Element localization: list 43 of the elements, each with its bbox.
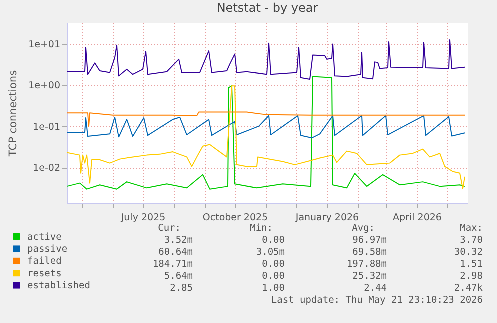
text: 1.00 [262, 283, 285, 294]
text: 3.05m [256, 247, 285, 258]
text: 96.97m [352, 235, 387, 246]
line-series [66, 115, 466, 139]
x-tick-label: July 2025 [120, 212, 166, 224]
y-tick-label: 1e+00 [28, 80, 60, 92]
legend-label: active [28, 232, 62, 243]
x-tick-label: January 2026 [294, 212, 360, 224]
text: 3.52m [164, 235, 193, 246]
y-axis-title: TCP connections [8, 70, 20, 158]
text: 60.64m [158, 247, 193, 258]
text: Last update: Thu May 21 23:10:23 2026 [271, 295, 483, 306]
x-tick-label: April 2026 [393, 212, 442, 224]
y-tick-label: 1e-01 [33, 122, 60, 133]
text: Max: [460, 223, 483, 234]
text: 197.88m [346, 259, 387, 270]
y-tick-label: 1e+01 [28, 39, 60, 50]
text: Avg: [352, 223, 375, 234]
text: 0.00 [262, 259, 285, 270]
text: 0.00 [262, 235, 285, 246]
text: 2.47k [454, 283, 483, 294]
text: 5.64m [164, 271, 193, 282]
chart-title: Netstat - by year [216, 1, 318, 15]
text: 3.70 [460, 235, 483, 246]
text: Min: [250, 223, 273, 234]
line-series [66, 40, 466, 80]
legend-label: failed [28, 256, 62, 268]
text: Cur: [158, 223, 181, 234]
legend-label: established [28, 280, 90, 292]
x-tick-label: October 2025 [202, 212, 268, 224]
text: 25.32m [352, 271, 387, 282]
legend-label: resets [28, 268, 62, 280]
text: 2.85 [170, 283, 193, 294]
legend-label: passive [28, 244, 68, 255]
text: 30.32 [454, 247, 483, 258]
line-series [66, 112, 466, 127]
text: 2.98 [460, 271, 483, 282]
text: 184.71m [152, 259, 193, 270]
text: 69.58m [352, 247, 387, 258]
text: 0.00 [262, 271, 285, 282]
text: 2.44 [364, 283, 387, 294]
y-tick-label: 1e-02 [33, 163, 60, 174]
text: 1.51 [460, 259, 483, 270]
